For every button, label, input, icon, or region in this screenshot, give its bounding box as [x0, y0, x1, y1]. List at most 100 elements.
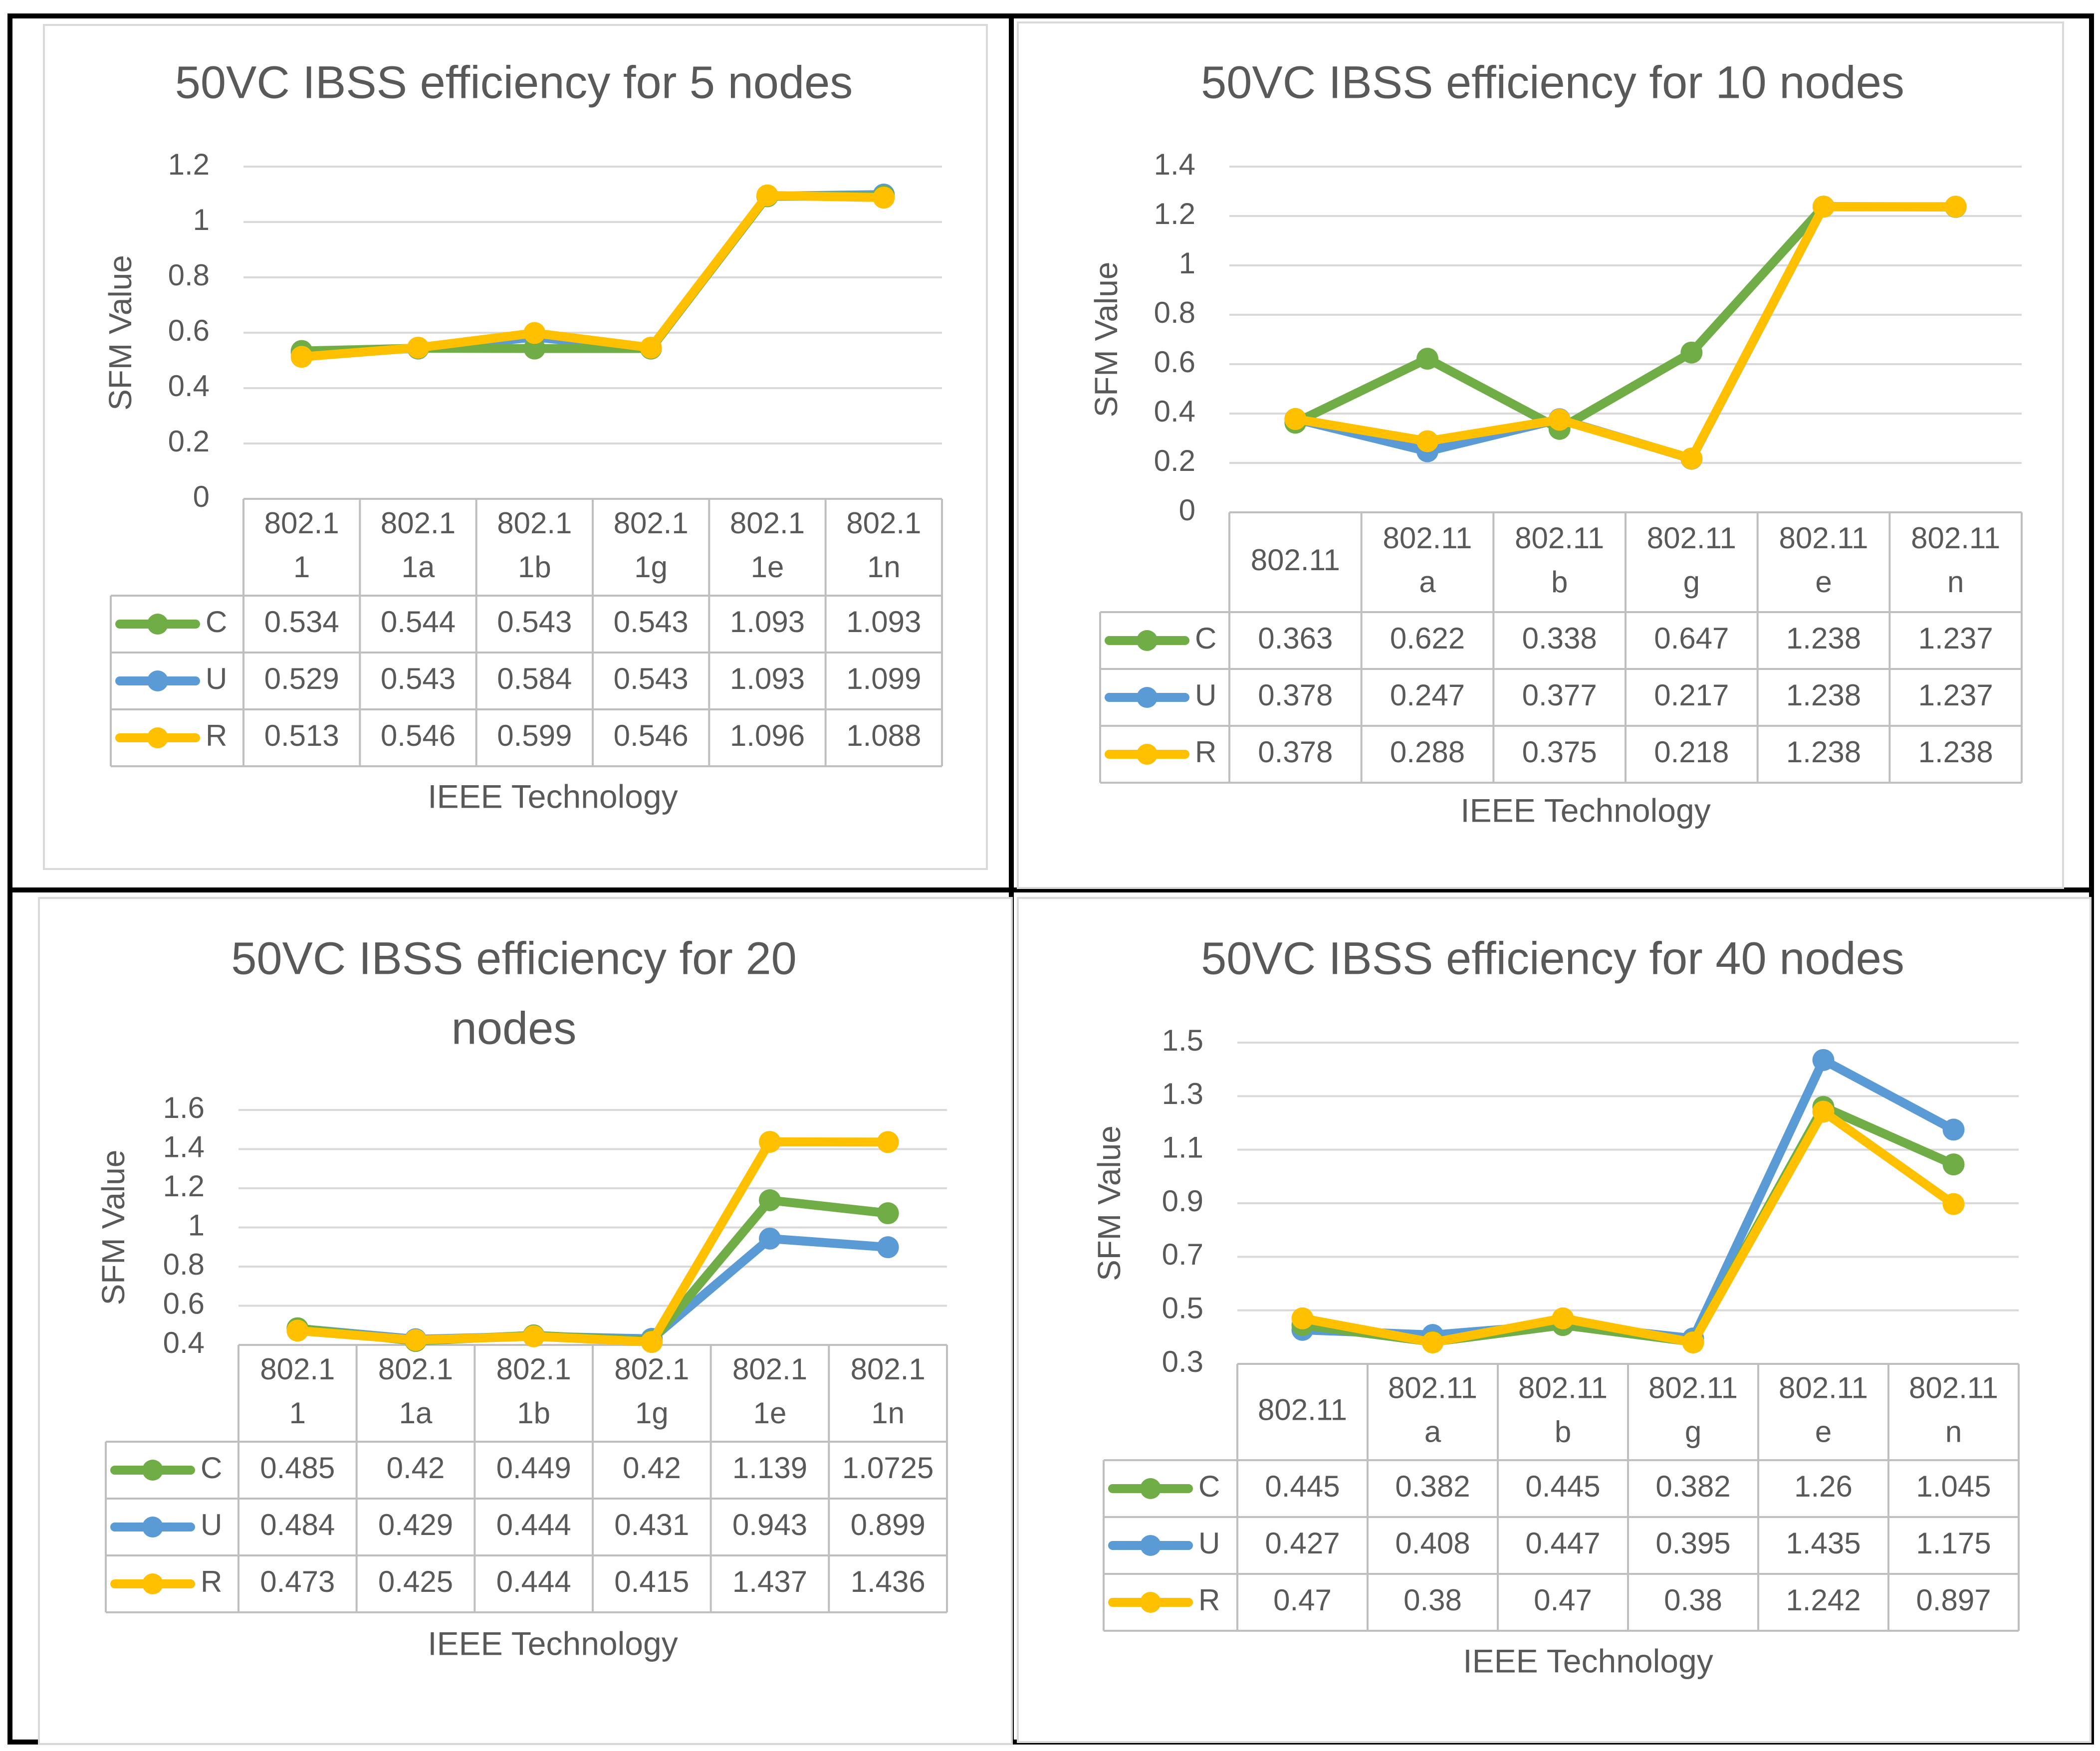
data-label: 1.436	[851, 1565, 926, 1598]
data-table	[1099, 511, 2023, 784]
data-point	[1291, 1307, 1314, 1329]
x-tick-label: b	[1555, 1415, 1571, 1448]
data-point	[640, 336, 662, 359]
data-label: 0.544	[381, 605, 456, 639]
data-label: 0.445	[1525, 1470, 1600, 1503]
y-tick-label: 1.2	[168, 148, 210, 181]
legend-entry-U: U	[1105, 678, 1216, 712]
data-point	[286, 1319, 309, 1342]
legend-label: C	[1198, 1470, 1220, 1503]
legend-marker	[147, 670, 168, 691]
x-tick-label: n	[1945, 1415, 1962, 1448]
x-tick-label: 802.1	[381, 506, 456, 540]
x-tick-label: g	[1685, 1415, 1701, 1448]
y-tick-label: 1.2	[1154, 197, 1195, 230]
data-label: 0.445	[1265, 1470, 1340, 1503]
data-label: 0.217	[1654, 678, 1729, 712]
data-point	[522, 1325, 545, 1347]
data-label: 0.513	[264, 719, 339, 752]
data-label: 1.093	[730, 605, 805, 639]
x-tick-label: 1e	[751, 550, 784, 584]
x-tick-label: n	[1947, 565, 1964, 599]
data-label: 0.38	[1664, 1583, 1722, 1617]
data-point	[405, 1329, 427, 1351]
x-tick-label: g	[1683, 565, 1700, 599]
legend-entry-R: R	[1108, 1583, 1220, 1617]
data-point	[1421, 1331, 1444, 1354]
x-tick-label: e	[1815, 1415, 1832, 1448]
data-label: 1.088	[846, 719, 921, 752]
legend-label: U	[1198, 1527, 1220, 1560]
x-tick-label: e	[1815, 565, 1832, 599]
x-tick-label: 802.1	[614, 506, 689, 540]
y-tick-label: 1	[188, 1208, 205, 1242]
data-label: 0.425	[378, 1565, 453, 1598]
data-label: 0.378	[1258, 678, 1333, 712]
data-label: 0.338	[1522, 622, 1597, 655]
x-tick-label: 1a	[402, 550, 435, 584]
data-label: 0.473	[260, 1565, 335, 1598]
data-label: 0.382	[1655, 1470, 1730, 1503]
data-label: 1.0725	[842, 1451, 934, 1485]
data-point	[641, 1331, 663, 1353]
x-tick-label: 1g	[634, 550, 668, 584]
y-tick-label: 0.7	[1162, 1238, 1203, 1271]
legend-entry-R: R	[1105, 735, 1216, 769]
data-label: 0.534	[264, 605, 339, 639]
data-label: 0.584	[497, 662, 572, 695]
x-tick-label: 1a	[399, 1396, 433, 1430]
legend-label: C	[1195, 622, 1216, 655]
series-R	[1291, 1100, 1965, 1354]
legend-marker	[1137, 687, 1158, 708]
data-point	[1944, 196, 1967, 218]
series-R	[286, 1130, 899, 1353]
legend-marker	[1140, 1535, 1161, 1556]
x-tick-label: 802.1	[730, 506, 805, 540]
y-tick-label: 1.5	[1162, 1024, 1203, 1057]
chart-3: 50VC IBSS efficiency for 20 nodes 0.4 0.6 0.…	[38, 897, 1013, 1745]
x-tick-label: 1n	[867, 550, 901, 584]
data-point	[1813, 196, 1835, 218]
y-tick-label: 0.8	[168, 258, 210, 292]
data-label: 0.42	[387, 1451, 445, 1485]
data-label: 1.093	[730, 662, 805, 695]
y-axis-label: SFM Value	[1091, 1125, 1127, 1281]
chart-title: 50VC IBSS efficiency for 40 nodes	[1201, 933, 1904, 984]
data-point	[877, 1131, 899, 1153]
y-tick-label: 0	[193, 480, 210, 513]
x-tick-label: 802.1	[264, 506, 339, 540]
y-tick-label: 0.2	[1154, 444, 1195, 477]
data-label: 0.599	[497, 719, 572, 752]
data-label: 1.099	[846, 662, 921, 695]
y-tick-label: 0.6	[163, 1287, 205, 1320]
x-tick-label: 802.11	[1779, 521, 1868, 555]
y-tick-label: 0	[1179, 493, 1195, 527]
y-tick-label: 0.3	[1162, 1345, 1203, 1378]
data-label: 0.484	[260, 1508, 335, 1541]
data-point	[523, 337, 546, 360]
data-label: 0.897	[1916, 1583, 1991, 1617]
data-point	[523, 322, 546, 344]
data-label: 0.622	[1390, 622, 1465, 655]
y-tick-label: 0.6	[1154, 345, 1195, 379]
data-label: 0.444	[496, 1508, 571, 1541]
y-tick-label: 1.4	[163, 1130, 205, 1163]
data-label: 0.546	[381, 719, 456, 752]
data-label: 0.449	[496, 1451, 571, 1485]
data-point	[1552, 1307, 1574, 1329]
chart-title: 50VC IBSS efficiency for 10 nodes	[1201, 57, 1904, 108]
chart-1: 50VC IBSS efficiency for 5 nodes 0 0.2 0.4 0…	[43, 24, 988, 870]
data-point	[756, 184, 778, 207]
data-point	[877, 1236, 899, 1259]
x-tick-label: b	[1551, 565, 1568, 599]
data-point	[1680, 341, 1703, 364]
y-tick-label: 0.2	[168, 425, 210, 458]
legend-entry-R: R	[110, 1565, 222, 1598]
data-label: 1.242	[1786, 1583, 1861, 1617]
data-label: 0.218	[1654, 735, 1729, 769]
data-point	[1416, 430, 1438, 452]
data-label: 0.363	[1258, 622, 1333, 655]
data-point	[759, 1189, 781, 1211]
y-tick-label: 1	[193, 203, 210, 236]
